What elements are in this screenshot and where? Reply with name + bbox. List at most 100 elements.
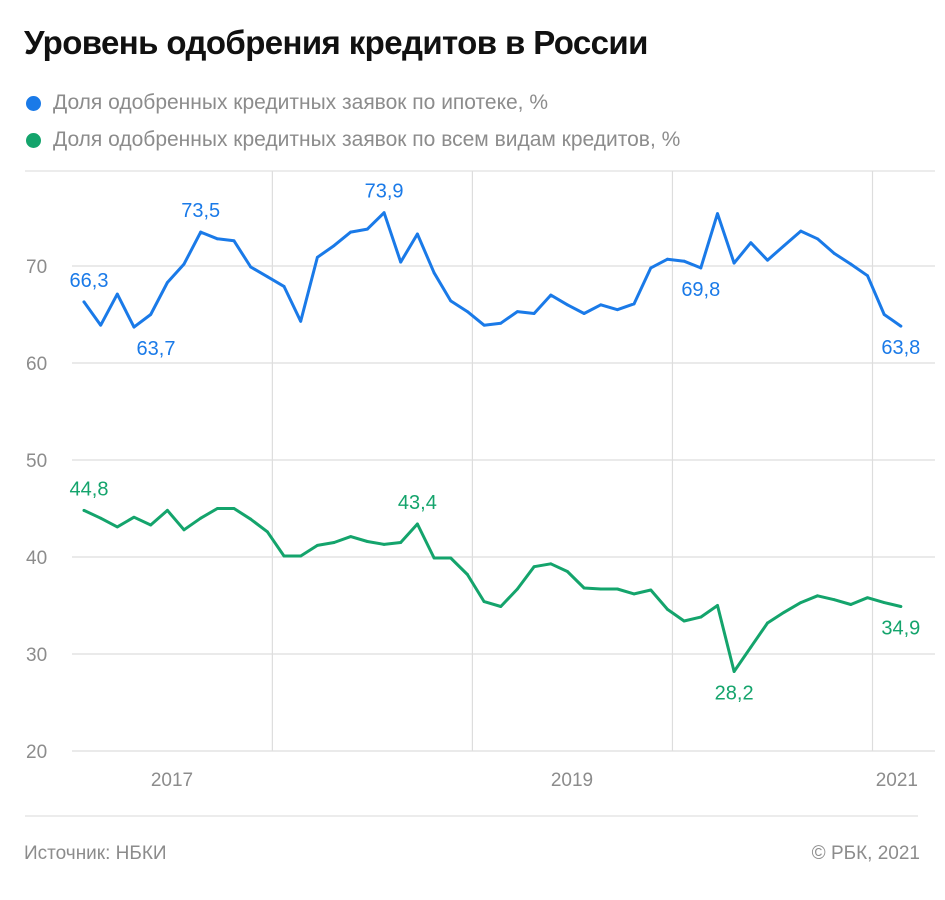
data-point bbox=[349, 535, 353, 539]
data-point bbox=[849, 262, 853, 266]
data-point bbox=[549, 562, 553, 566]
data-point bbox=[699, 266, 703, 270]
data-point bbox=[215, 507, 219, 510]
data-point bbox=[382, 211, 386, 215]
data-point bbox=[882, 313, 886, 316]
data-point bbox=[832, 251, 836, 255]
data-point bbox=[499, 605, 503, 608]
data-point bbox=[799, 229, 803, 233]
y-tick-label: 60 bbox=[26, 354, 47, 375]
source-note: Источник: НБКИ bbox=[24, 843, 167, 864]
data-point bbox=[115, 525, 119, 529]
data-point bbox=[482, 323, 486, 327]
data-point bbox=[649, 266, 653, 270]
data-point bbox=[199, 516, 203, 520]
data-point bbox=[599, 587, 603, 591]
data-point bbox=[82, 300, 86, 304]
data-point bbox=[866, 274, 869, 278]
data-point bbox=[466, 573, 469, 576]
chart-title: Уровень одобрения кредитов в России bbox=[24, 24, 648, 61]
data-point bbox=[699, 615, 703, 619]
data-point bbox=[149, 313, 153, 316]
data-point bbox=[582, 586, 586, 590]
data-point bbox=[315, 543, 319, 547]
data-point bbox=[282, 284, 286, 288]
data-point bbox=[682, 619, 686, 623]
data-point bbox=[632, 592, 636, 596]
data-point bbox=[332, 541, 336, 544]
data-point bbox=[299, 319, 303, 323]
data-point bbox=[866, 596, 869, 600]
data-point bbox=[499, 321, 503, 325]
data-label: 69,8 bbox=[681, 279, 720, 301]
data-point bbox=[332, 244, 336, 248]
data-point bbox=[799, 601, 803, 604]
data-label: 44,8 bbox=[70, 478, 109, 500]
data-point bbox=[849, 603, 853, 606]
data-point bbox=[516, 587, 519, 591]
data-point bbox=[616, 308, 619, 312]
data-point bbox=[782, 244, 786, 248]
data-point bbox=[215, 237, 219, 241]
data-point bbox=[766, 621, 769, 625]
data-point bbox=[649, 588, 653, 592]
data-point bbox=[716, 604, 719, 607]
data-point bbox=[315, 255, 319, 259]
y-tick-label: 40 bbox=[26, 548, 47, 569]
copyright-note: © РБК, 2021 bbox=[811, 843, 920, 864]
data-label: 43,4 bbox=[398, 492, 437, 514]
legend-dot-icon bbox=[26, 132, 41, 148]
data-point bbox=[132, 515, 136, 519]
data-label: 28,2 bbox=[715, 682, 754, 704]
data-point bbox=[149, 523, 153, 527]
data-point bbox=[265, 530, 269, 534]
x-tick-label: 2019 bbox=[551, 770, 593, 791]
legend-item-mortgage: Доля одобренных кредитных заявок по ипот… bbox=[26, 91, 548, 115]
data-point bbox=[365, 227, 369, 231]
y-tick-label: 70 bbox=[26, 257, 47, 278]
series-line-1 bbox=[82, 211, 903, 329]
data-label: 34,9 bbox=[881, 617, 920, 639]
data-point bbox=[199, 230, 203, 234]
data-point bbox=[365, 540, 369, 543]
data-point bbox=[566, 303, 569, 307]
data-point bbox=[899, 324, 903, 328]
data-point bbox=[549, 293, 553, 297]
data-point bbox=[449, 556, 453, 560]
data-point bbox=[732, 670, 736, 673]
data-point bbox=[532, 565, 536, 569]
data-point bbox=[832, 598, 836, 602]
x-tick-label: 2017 bbox=[151, 770, 193, 791]
data-point bbox=[432, 271, 436, 275]
legend-item-all-credits: Доля одобренных кредитных заявок по всем… bbox=[26, 128, 680, 152]
data-point bbox=[399, 541, 403, 544]
y-tick-label: 30 bbox=[26, 645, 47, 666]
data-point bbox=[482, 600, 486, 604]
data-point bbox=[566, 570, 569, 573]
data-point bbox=[182, 528, 186, 532]
data-point bbox=[265, 275, 269, 279]
data-point bbox=[249, 517, 253, 521]
data-point bbox=[132, 325, 136, 329]
data-point bbox=[516, 310, 519, 313]
data-point bbox=[165, 509, 169, 512]
data-label: 66,3 bbox=[70, 270, 109, 292]
data-point bbox=[282, 554, 286, 558]
data-point bbox=[416, 232, 419, 236]
data-point bbox=[666, 257, 669, 261]
data-point bbox=[782, 610, 786, 614]
data-point bbox=[899, 605, 903, 608]
data-point bbox=[349, 230, 353, 234]
data-point bbox=[99, 323, 103, 327]
data-point bbox=[616, 587, 619, 591]
data-point bbox=[449, 299, 453, 303]
data-point bbox=[182, 262, 186, 266]
data-point bbox=[749, 241, 753, 245]
y-tick-label: 20 bbox=[26, 742, 47, 763]
data-point bbox=[682, 259, 686, 263]
data-label: 73,9 bbox=[365, 181, 404, 203]
y-tick-label: 50 bbox=[26, 451, 47, 472]
data-label: 73,5 bbox=[181, 200, 220, 222]
data-point bbox=[716, 212, 719, 216]
